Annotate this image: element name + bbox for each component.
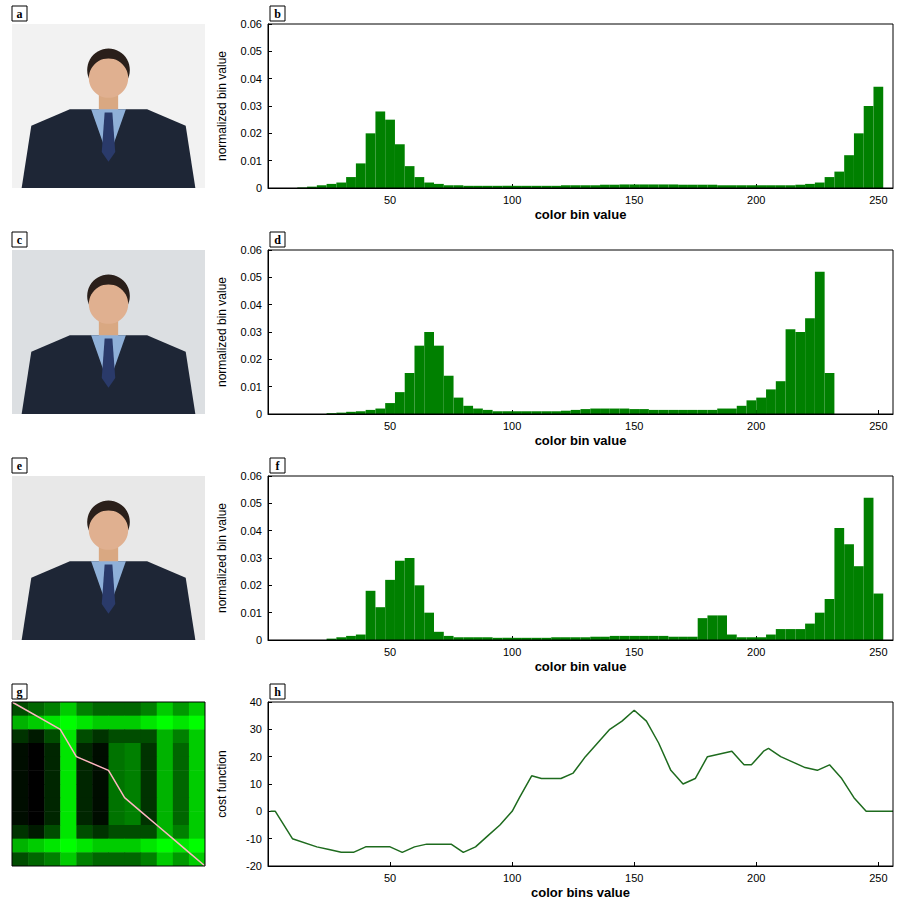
svg-text:0.02: 0.02 xyxy=(241,579,262,591)
svg-text:normalized bin value: normalized bin value xyxy=(215,503,229,613)
svg-text:200: 200 xyxy=(747,646,765,658)
svg-text:10: 10 xyxy=(250,778,262,790)
svg-text:0.04: 0.04 xyxy=(241,73,262,85)
svg-text:0.03: 0.03 xyxy=(241,326,262,338)
svg-text:0.06: 0.06 xyxy=(241,244,262,256)
svg-text:color bin value: color bin value xyxy=(535,207,627,222)
svg-text:0.03: 0.03 xyxy=(241,100,262,112)
svg-text:color bins value: color bins value xyxy=(531,885,630,900)
svg-text:200: 200 xyxy=(747,420,765,432)
svg-text:-10: -10 xyxy=(246,833,262,845)
svg-text:0.01: 0.01 xyxy=(241,607,262,619)
svg-text:50: 50 xyxy=(384,872,396,884)
svg-text:0.02: 0.02 xyxy=(241,127,262,139)
svg-text:0.01: 0.01 xyxy=(241,381,262,393)
svg-text:0: 0 xyxy=(256,805,262,817)
svg-text:0.01: 0.01 xyxy=(241,155,262,167)
svg-text:0.04: 0.04 xyxy=(241,299,262,311)
svg-text:150: 150 xyxy=(625,420,643,432)
svg-text:250: 250 xyxy=(869,872,887,884)
svg-text:normalized bin value: normalized bin value xyxy=(215,51,229,161)
svg-text:20: 20 xyxy=(250,751,262,763)
svg-text:30: 30 xyxy=(250,723,262,735)
svg-text:150: 150 xyxy=(625,194,643,206)
svg-text:color bin value: color bin value xyxy=(535,659,627,674)
svg-text:50: 50 xyxy=(384,420,396,432)
svg-text:normalized bin value: normalized bin value xyxy=(215,277,229,387)
svg-text:e: e xyxy=(17,459,23,473)
svg-text:200: 200 xyxy=(747,194,765,206)
svg-text:150: 150 xyxy=(625,646,643,658)
svg-text:0.06: 0.06 xyxy=(241,470,262,482)
svg-text:0.02: 0.02 xyxy=(241,353,262,365)
svg-text:250: 250 xyxy=(869,194,887,206)
svg-text:150: 150 xyxy=(625,872,643,884)
svg-text:200: 200 xyxy=(747,872,765,884)
svg-text:100: 100 xyxy=(503,194,521,206)
svg-text:100: 100 xyxy=(503,646,521,658)
svg-text:color bin value: color bin value xyxy=(535,433,627,448)
svg-text:g: g xyxy=(17,685,23,699)
svg-text:0.05: 0.05 xyxy=(241,45,262,57)
svg-text:0.04: 0.04 xyxy=(241,525,262,537)
svg-text:b: b xyxy=(274,7,281,21)
svg-text:0.05: 0.05 xyxy=(241,497,262,509)
svg-text:50: 50 xyxy=(384,646,396,658)
svg-text:0.05: 0.05 xyxy=(241,271,262,283)
svg-text:-20: -20 xyxy=(246,860,262,872)
svg-text:d: d xyxy=(274,233,281,247)
svg-text:f: f xyxy=(276,459,281,473)
svg-text:40: 40 xyxy=(250,696,262,708)
svg-text:a: a xyxy=(17,7,23,21)
svg-text:100: 100 xyxy=(503,420,521,432)
svg-text:50: 50 xyxy=(384,194,396,206)
svg-text:cost function: cost function xyxy=(215,750,229,817)
svg-text:100: 100 xyxy=(503,872,521,884)
svg-text:250: 250 xyxy=(869,646,887,658)
svg-text:c: c xyxy=(17,233,23,247)
svg-text:0.06: 0.06 xyxy=(241,18,262,30)
svg-text:0: 0 xyxy=(256,634,262,646)
svg-text:0.03: 0.03 xyxy=(241,552,262,564)
svg-text:0: 0 xyxy=(256,182,262,194)
svg-text:0: 0 xyxy=(256,408,262,420)
svg-text:h: h xyxy=(274,685,281,699)
svg-text:250: 250 xyxy=(869,420,887,432)
